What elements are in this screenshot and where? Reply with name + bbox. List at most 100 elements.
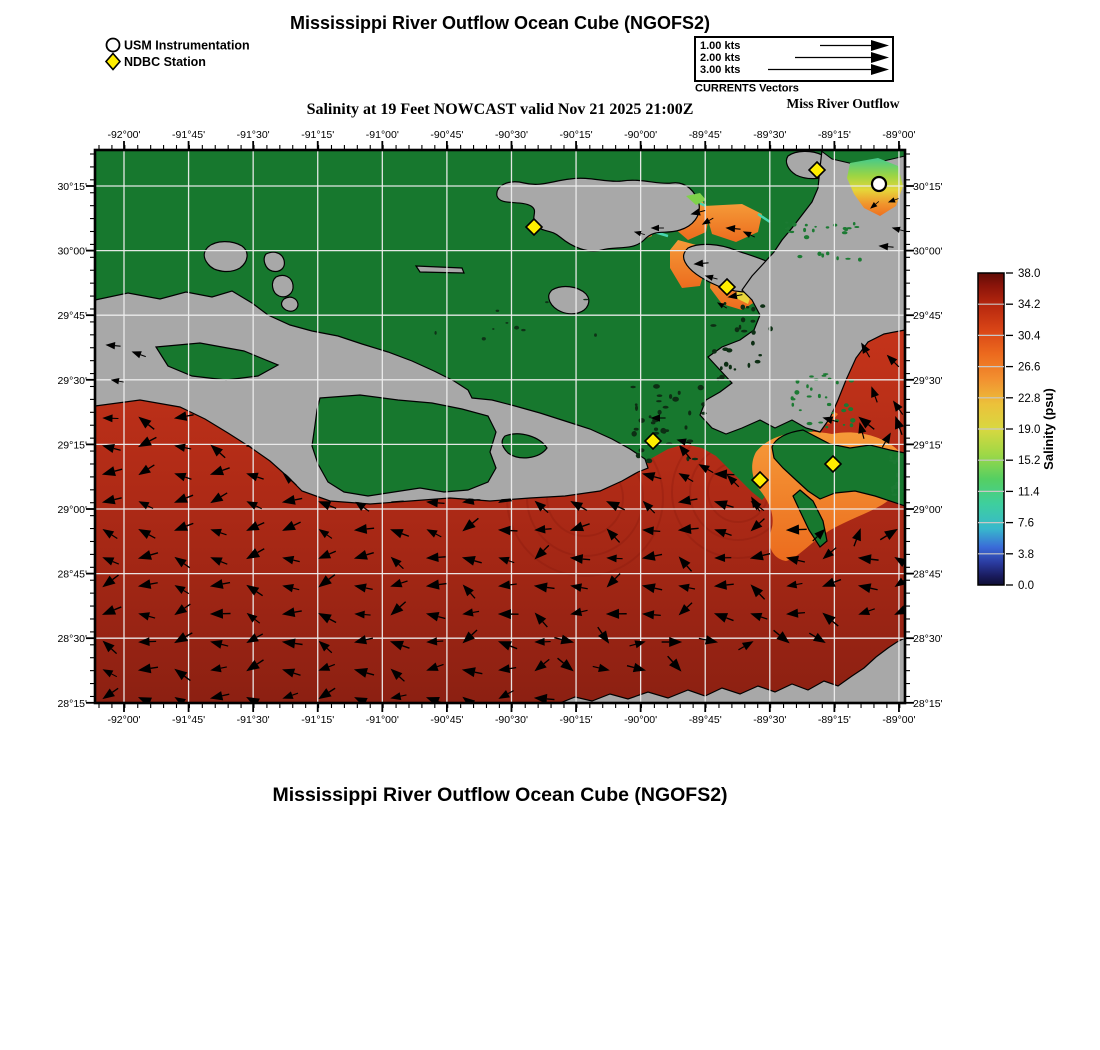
current-vector-arrow xyxy=(462,629,478,644)
current-vector-arrow xyxy=(497,525,518,536)
current-vector-arrow xyxy=(857,554,879,565)
current-vector-arrow xyxy=(137,550,159,560)
current-vector-arrow xyxy=(713,580,734,590)
x-axis-label: -90°15' xyxy=(560,714,593,726)
current-vector-arrow xyxy=(425,579,447,590)
current-vector-arrow xyxy=(318,640,333,654)
current-vector-arrow xyxy=(209,608,231,619)
current-vector-arrow xyxy=(282,691,299,699)
current-vector-arrow xyxy=(725,225,741,233)
current-vector-arrow xyxy=(822,416,839,425)
colorbar-tick-label: 15.2 xyxy=(1018,455,1040,467)
current-vector-arrow xyxy=(633,230,645,237)
current-vector-arrow xyxy=(858,606,875,615)
ndbc-legend-label: NDBC Station xyxy=(124,55,206,69)
current-vector-arrow xyxy=(534,658,550,672)
map-frame xyxy=(93,148,907,705)
y-axis-label: 29°15' xyxy=(913,439,943,451)
map-canvas xyxy=(95,150,905,703)
ndbc-station-marker xyxy=(823,454,843,474)
current-vector-arrow xyxy=(554,634,575,645)
current-vector-arrow xyxy=(822,612,839,627)
x-axis-label: -89°15' xyxy=(818,129,851,141)
current-vector-arrow xyxy=(497,609,519,620)
current-vector-arrow xyxy=(210,444,226,459)
current-vector-arrow xyxy=(318,613,337,624)
current-vector-arrow xyxy=(318,687,336,700)
current-vector-arrow xyxy=(210,664,227,673)
current-vector-arrow xyxy=(870,201,880,209)
x-axis-label: -89°30' xyxy=(753,129,786,141)
current-vector-arrow xyxy=(742,231,755,238)
current-vector-arrow xyxy=(102,574,119,588)
x-axis-label: -90°30' xyxy=(495,714,528,726)
current-vector-arrow xyxy=(693,259,709,267)
y-axis-label: 29°15' xyxy=(57,439,87,451)
colorbar-tick-label: 19.0 xyxy=(1018,424,1040,436)
current-vector-arrow xyxy=(282,584,300,593)
currents-row-label: 2.00 kts xyxy=(700,52,740,64)
footer-title: Mississippi River Outflow Ocean Cube (NG… xyxy=(272,784,727,806)
ndbc-station-marker xyxy=(717,277,737,297)
current-vector-arrow xyxy=(570,583,588,592)
x-axis-label: -92°00' xyxy=(107,714,140,726)
colorbar-tick-label: 38.0 xyxy=(1018,268,1040,280)
current-vector-arrow xyxy=(246,612,261,624)
current-vector-arrow xyxy=(533,693,555,703)
x-axis-label: -89°00' xyxy=(882,714,915,726)
current-vector-arrow xyxy=(878,243,894,251)
current-vector-arrow xyxy=(138,612,156,621)
y-axis-label: 28°30' xyxy=(57,633,87,645)
current-vector-arrow xyxy=(534,637,551,646)
currents-row-arrowhead xyxy=(871,40,889,51)
graticule xyxy=(95,150,905,703)
current-vector-arrow xyxy=(773,629,790,644)
current-vector-arrow xyxy=(281,638,303,649)
x-axis-label: -91°00' xyxy=(366,714,399,726)
x-axis-label: -90°45' xyxy=(430,714,463,726)
y-axis-label: 28°30' xyxy=(913,633,943,645)
y-axis-label: 28°45' xyxy=(57,569,87,581)
current-vector-arrow xyxy=(498,556,515,565)
current-vector-arrow xyxy=(174,585,190,595)
ndbc-station-marker xyxy=(750,470,770,490)
current-vector-arrow xyxy=(101,605,122,615)
usm-legend-icon xyxy=(105,37,121,53)
current-vector-arrow xyxy=(497,641,518,651)
colorbar: 38.0 34.2 30.4 26.6 22.8 19.0 15.2 11.4 7.6 3.8 0.… xyxy=(977,268,1056,592)
current-vector-arrow xyxy=(318,574,336,588)
current-vector-arrow xyxy=(676,438,692,446)
currents-caption: CURRENTS Vectors xyxy=(695,83,799,95)
current-vector-arrow xyxy=(354,610,371,619)
current-vector-arrow xyxy=(426,662,444,671)
current-vector-arrow xyxy=(105,342,121,350)
current-vector-arrow xyxy=(704,274,718,281)
current-vector-arrow xyxy=(569,554,591,564)
current-vector-arrow xyxy=(390,529,410,539)
y-axis-label: 29°45' xyxy=(913,310,943,322)
current-vector-arrow xyxy=(498,689,514,699)
current-vector-arrow xyxy=(661,637,683,647)
colorbar-tick-label: 30.4 xyxy=(1018,330,1041,342)
current-vector-arrow xyxy=(102,528,118,540)
current-vector-arrow xyxy=(738,641,754,651)
current-vector-arrow xyxy=(701,217,714,225)
current-vector-arrow xyxy=(246,659,264,672)
station-markers xyxy=(524,160,888,490)
current-vector-arrow xyxy=(131,351,146,359)
current-vector-arrow xyxy=(461,556,482,566)
current-vector-arrow xyxy=(678,444,692,460)
current-vector-arrow xyxy=(174,556,191,569)
usm-instrumentation-marker xyxy=(870,175,888,193)
current-vector-arrow xyxy=(246,501,262,510)
current-vector-arrow xyxy=(678,556,693,572)
figure-title: Mississippi River Outflow Ocean Cube (NG… xyxy=(290,13,710,33)
ndbc-station-marker xyxy=(524,217,544,237)
x-axis-label: -91°45' xyxy=(172,714,205,726)
current-vector-arrow xyxy=(858,422,867,439)
current-vector-arrow xyxy=(678,583,696,592)
current-vector-arrow xyxy=(210,640,229,649)
x-axis-label: -89°30' xyxy=(753,714,786,726)
x-axis-label: -91°15' xyxy=(301,129,334,141)
current-vector-arrow xyxy=(677,495,698,505)
